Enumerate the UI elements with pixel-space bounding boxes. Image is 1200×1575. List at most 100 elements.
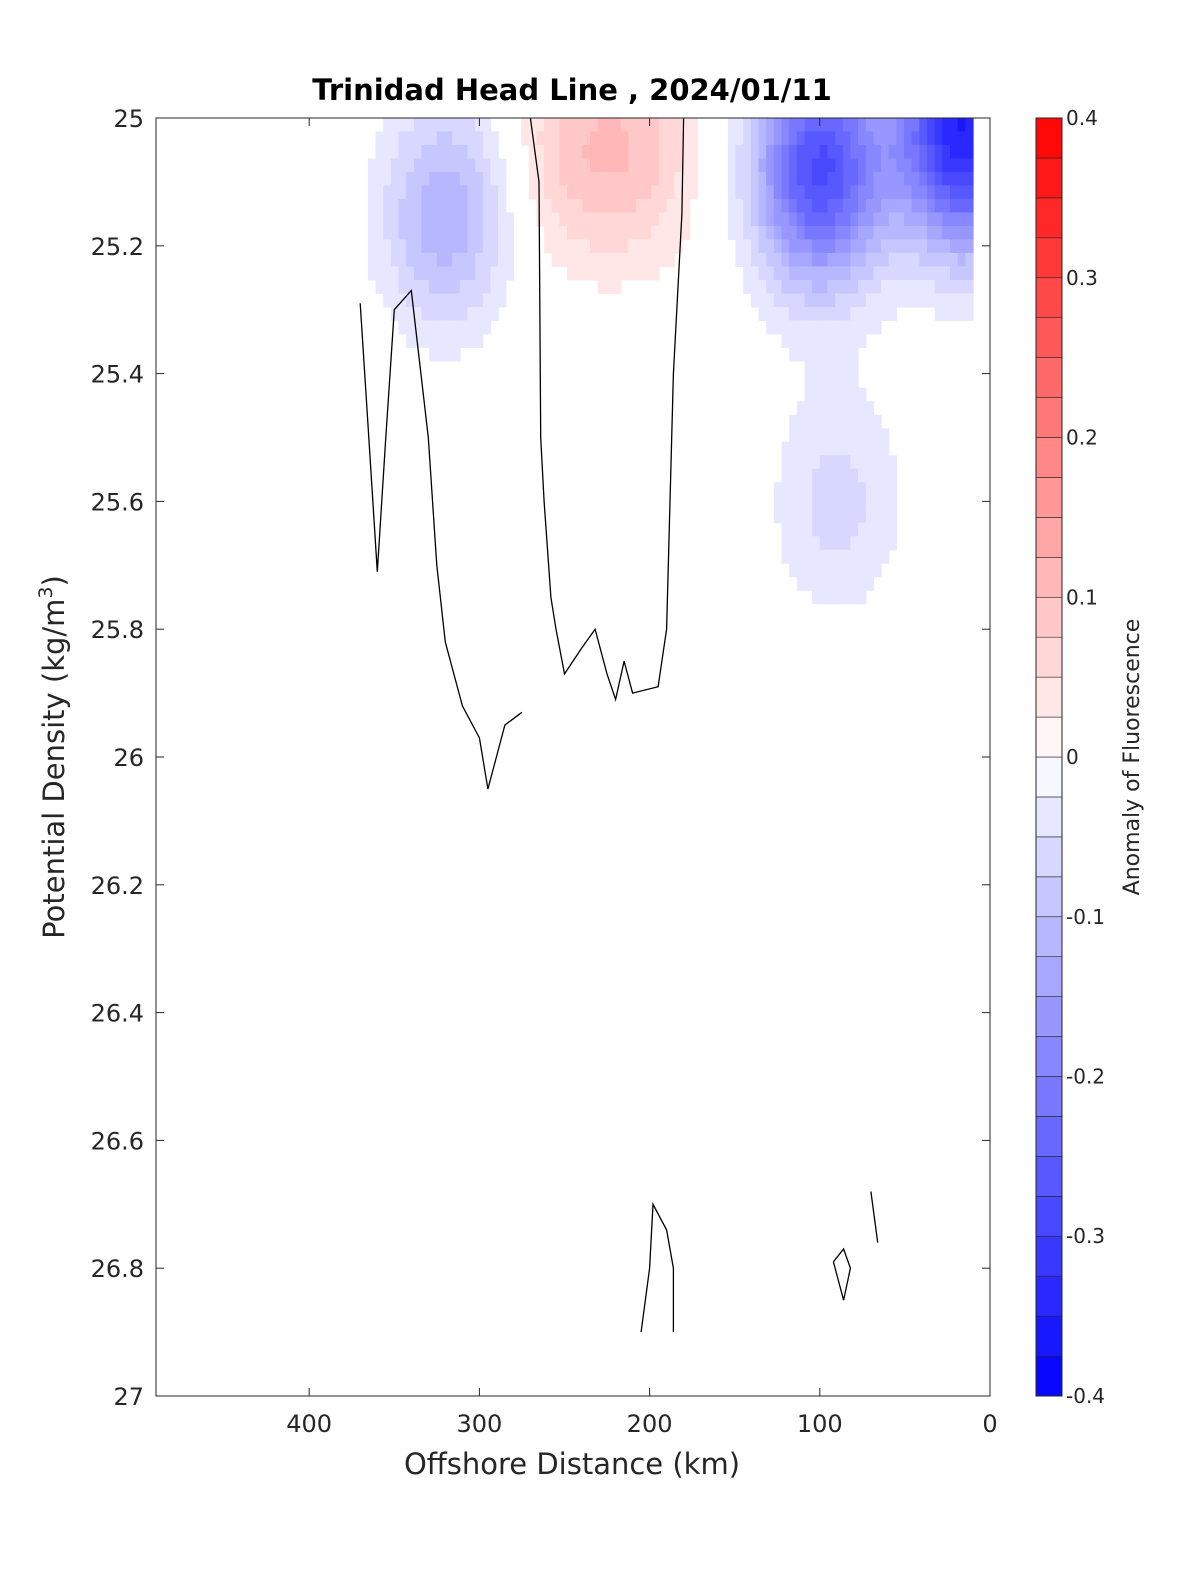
anomaly-cell xyxy=(398,212,407,227)
colorbar-band xyxy=(1035,237,1063,279)
anomaly-cell xyxy=(636,252,645,267)
colorbar-band xyxy=(1035,1315,1063,1357)
anomaly-cell xyxy=(498,198,507,213)
chart-title: Trinidad Head Line , 2024/01/11 xyxy=(312,73,832,107)
anomaly-cell xyxy=(827,482,836,497)
anomaly-cell xyxy=(758,252,767,267)
anomaly-cell xyxy=(911,185,920,200)
anomaly-cell xyxy=(796,252,806,267)
colorbar-band xyxy=(1035,117,1063,159)
anomaly-cell xyxy=(850,428,859,443)
anomaly-cell xyxy=(421,158,430,173)
anomaly-cell xyxy=(590,172,599,187)
anomaly-cell xyxy=(406,333,415,348)
anomaly-cell xyxy=(651,145,660,160)
colorbar-band xyxy=(1035,636,1063,678)
anomaly-cell xyxy=(850,482,859,497)
anomaly-cell xyxy=(858,118,867,133)
anomaly-cell xyxy=(605,266,614,281)
anomaly-cell xyxy=(590,145,599,160)
anomaly-cell xyxy=(413,198,423,213)
anomaly-cell xyxy=(544,239,553,254)
anomaly-cell xyxy=(850,118,859,133)
anomaly-cell xyxy=(835,374,844,389)
anomaly-cell xyxy=(727,158,737,173)
anomaly-cell xyxy=(796,428,806,443)
anomaly-cell xyxy=(367,225,377,240)
anomaly-cell xyxy=(659,118,668,133)
anomaly-cell xyxy=(896,225,905,240)
anomaly-cell xyxy=(888,482,897,497)
anomaly-cell xyxy=(750,185,760,200)
anomaly-cell xyxy=(804,387,813,402)
anomaly-cell xyxy=(804,252,813,267)
anomaly-cell xyxy=(567,145,576,160)
anomaly-cell xyxy=(781,252,790,267)
anomaly-cell xyxy=(459,225,469,240)
anomaly-cell xyxy=(781,320,790,335)
colorbar-tick-label: -0.3 xyxy=(1066,1224,1105,1248)
anomaly-cell xyxy=(881,198,890,213)
anomaly-cell xyxy=(911,131,920,146)
anomaly-cell xyxy=(735,158,744,173)
anomaly-cell xyxy=(781,185,790,200)
anomaly-cell xyxy=(681,145,691,160)
anomaly-cell xyxy=(827,158,836,173)
anomaly-cell xyxy=(597,145,606,160)
anomaly-cell xyxy=(888,509,897,524)
anomaly-cell xyxy=(681,185,691,200)
anomaly-cell xyxy=(888,158,897,173)
anomaly-cell xyxy=(804,374,813,389)
anomaly-cell xyxy=(559,185,568,200)
anomaly-cell xyxy=(743,279,752,294)
anomaly-cell xyxy=(835,185,844,200)
anomaly-cell xyxy=(475,266,484,281)
anomaly-cell xyxy=(781,333,790,348)
anomaly-cell xyxy=(413,333,423,348)
anomaly-cell xyxy=(842,374,852,389)
anomaly-cell xyxy=(819,347,829,362)
anomaly-cell xyxy=(459,118,469,133)
anomaly-cell xyxy=(835,118,844,133)
anomaly-cell xyxy=(881,252,890,267)
anomaly-cell xyxy=(957,158,966,173)
anomaly-cell xyxy=(804,576,813,591)
anomaly-cell xyxy=(819,563,829,578)
anomaly-cell xyxy=(444,252,453,267)
anomaly-cell xyxy=(896,266,905,281)
anomaly-cell xyxy=(505,266,515,281)
anomaly-cell xyxy=(643,118,652,133)
anomaly-cell xyxy=(934,279,943,294)
anomaly-cell xyxy=(773,279,783,294)
anomaly-cell xyxy=(452,185,461,200)
anomaly-cell xyxy=(383,212,392,227)
anomaly-cell xyxy=(850,185,859,200)
anomaly-cell xyxy=(827,468,836,483)
colorbar-band xyxy=(1035,357,1063,398)
anomaly-cell xyxy=(750,145,760,160)
anomaly-cell xyxy=(835,347,844,362)
anomaly-cell xyxy=(804,563,813,578)
anomaly-cell xyxy=(367,266,377,281)
anomaly-cell xyxy=(842,590,852,605)
anomaly-cell xyxy=(789,468,798,483)
anomaly-cell xyxy=(819,455,829,470)
anomaly-cell xyxy=(421,333,430,348)
colorbar-band xyxy=(1035,876,1063,918)
anomaly-cell xyxy=(628,118,637,133)
anomaly-cell xyxy=(582,212,591,227)
anomaly-cell xyxy=(812,185,821,200)
anomaly-cell xyxy=(406,118,415,133)
y-axis-label-main: Potential Density (kg/m xyxy=(37,599,71,939)
anomaly-cell xyxy=(651,158,660,173)
anomaly-cell xyxy=(743,158,752,173)
anomaly-cell xyxy=(773,225,783,240)
anomaly-cell xyxy=(827,293,836,308)
anomaly-cell xyxy=(459,252,469,267)
anomaly-cell xyxy=(498,239,507,254)
anomaly-cell xyxy=(858,509,867,524)
anomaly-cell xyxy=(421,212,430,227)
anomaly-cell xyxy=(858,549,867,564)
anomaly-cell xyxy=(957,131,966,146)
anomaly-cell xyxy=(842,212,852,227)
